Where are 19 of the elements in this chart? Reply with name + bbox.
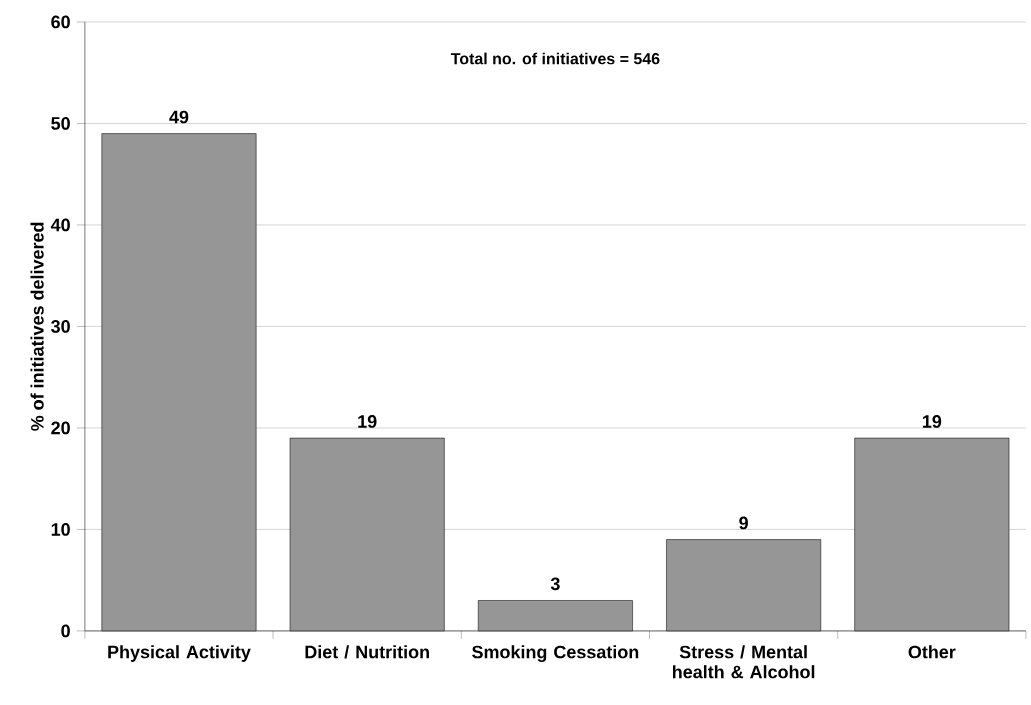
x-tick-label: Other xyxy=(908,645,956,659)
y-tick-label: 60 xyxy=(51,15,70,29)
data-label: 19 xyxy=(922,415,942,428)
y-tick-label: 20 xyxy=(51,421,70,435)
annotation: Total no. of initiatives = 546 xyxy=(450,52,660,65)
y-tick-label: 40 xyxy=(50,218,70,232)
data-label: 49 xyxy=(169,110,189,124)
x-tick-label: Smoking Cessation xyxy=(472,645,639,663)
y-axis-title: % of initiatives delivered xyxy=(30,222,44,431)
x-tick-label: Stress / Mental health & Alcohol xyxy=(672,645,815,679)
y-tick-label: 30 xyxy=(51,320,70,333)
y-tick-label: 50 xyxy=(51,117,70,130)
x-tick-label: Physical Activity xyxy=(108,645,251,663)
data-label: 19 xyxy=(358,415,377,428)
data-label: 3 xyxy=(550,577,560,591)
data-label: 9 xyxy=(739,516,748,530)
y-tick-label: 10 xyxy=(51,523,70,536)
y-tick-label: 0 xyxy=(61,624,70,638)
x-tick-label: Diet / Nutrition xyxy=(305,645,429,659)
